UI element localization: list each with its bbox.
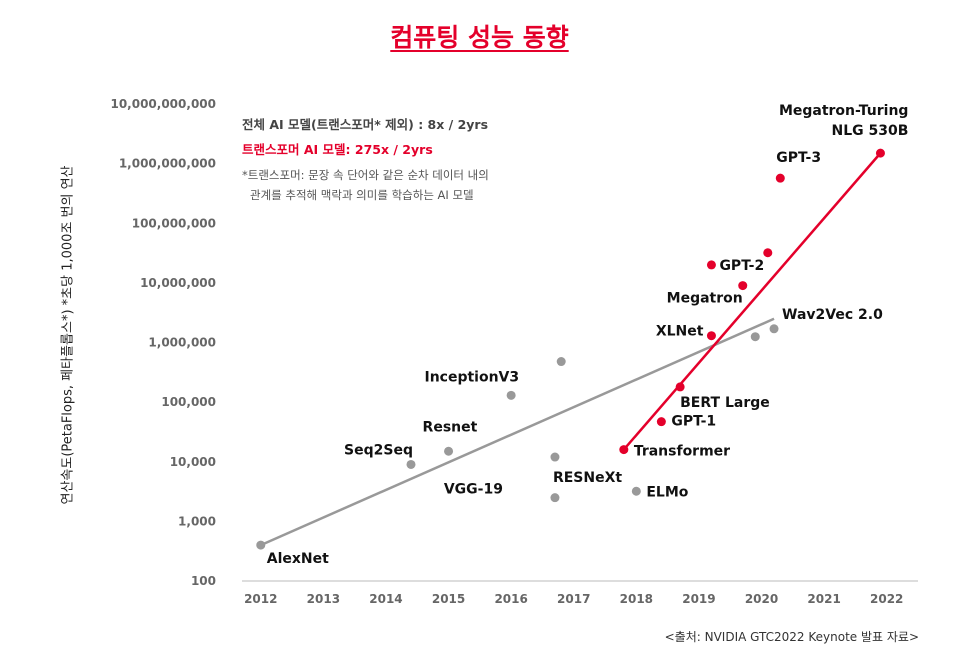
y-tick-label: 10,000,000 <box>140 276 216 290</box>
point-label: InceptionV3 <box>424 369 519 385</box>
point-label: Transformer <box>634 444 730 460</box>
x-tick-label: 2015 <box>432 592 465 606</box>
point-label: ELMo <box>646 484 688 500</box>
gray-data-point <box>550 452 560 462</box>
gray-data-point <box>506 390 516 400</box>
y-tick-label: 100,000 <box>161 395 216 409</box>
point-label: BERT Large <box>680 395 770 411</box>
red-data-point <box>738 281 748 291</box>
x-tick-label: 2014 <box>369 592 402 606</box>
y-tick-label: 1,000 <box>178 514 216 528</box>
x-tick-label: 2013 <box>307 592 340 606</box>
point-label: GPT-3 <box>776 150 821 166</box>
gray-data-point <box>769 324 779 334</box>
point-label: Seq2Seq <box>344 442 413 458</box>
point-label: RESNeXt <box>553 470 622 486</box>
x-tick-label: 2012 <box>244 592 277 606</box>
point-label: Megatron <box>667 291 743 307</box>
red-data-point <box>763 248 773 258</box>
point-label: Megatron-Turing <box>779 103 909 119</box>
red-trendline <box>622 152 882 451</box>
red-data-point <box>706 260 716 270</box>
gray-data-point <box>631 486 641 496</box>
point-label: GPT-2 <box>719 258 764 274</box>
y-tick-label: 10,000 <box>170 455 216 469</box>
red-data-point <box>775 173 785 183</box>
x-tick-label: 2022 <box>870 592 903 606</box>
point-label: Resnet <box>423 419 478 435</box>
x-tick-label: 2020 <box>745 592 778 606</box>
gray-data-point <box>256 540 266 550</box>
point-label: VGG-19 <box>444 482 503 498</box>
y-tick-label: 10,000,000,000 <box>110 97 216 111</box>
red-data-point <box>706 331 716 341</box>
legend-note-line2: 관계를 추적해 맥락과 의미를 학습하는 AI 모델 <box>250 188 474 202</box>
point-label: GPT-1 <box>671 414 716 430</box>
x-tick-label: 2017 <box>557 592 590 606</box>
y-tick-label: 100 <box>191 574 216 588</box>
point-label: Wav2Vec 2.0 <box>782 307 883 323</box>
x-tick-label: 2019 <box>682 592 715 606</box>
y-tick-label: 1,000,000 <box>148 336 216 350</box>
red-data-point <box>656 417 666 427</box>
red-data-point <box>619 445 629 455</box>
gray-data-point <box>550 493 560 503</box>
legend-transformer: 트랜스포머 AI 모델: 275x / 2yrs <box>242 142 433 157</box>
red-data-point <box>875 148 885 158</box>
gray-data-point <box>556 357 566 367</box>
source-note: <출처: NVIDIA GTC2022 Keynote 발표 자료> <box>664 630 919 644</box>
y-tick-label: 100,000,000 <box>132 216 216 230</box>
gray-data-point <box>750 332 760 342</box>
point-label: AlexNet <box>267 551 329 567</box>
legend-note-line1: *트랜스포머: 문장 속 단어와 같은 순차 데이터 내의 <box>242 168 489 182</box>
x-tick-label: 2018 <box>620 592 653 606</box>
point-label: XLNet <box>656 324 704 340</box>
gray-trendline <box>260 317 775 547</box>
gray-data-point <box>444 446 454 456</box>
chart-title: 컴퓨팅 성능 동향 <box>390 23 569 52</box>
y-tick-label: 1,000,000,000 <box>119 157 216 171</box>
gray-data-point <box>406 459 416 469</box>
x-tick-label: 2021 <box>807 592 840 606</box>
red-data-point <box>675 382 685 392</box>
point-label: NLG 530B <box>832 123 909 139</box>
legend-all-models: 전체 AI 모델(트랜스포머* 제외) : 8x / 2yrs <box>242 117 489 132</box>
x-tick-label: 2016 <box>494 592 527 606</box>
